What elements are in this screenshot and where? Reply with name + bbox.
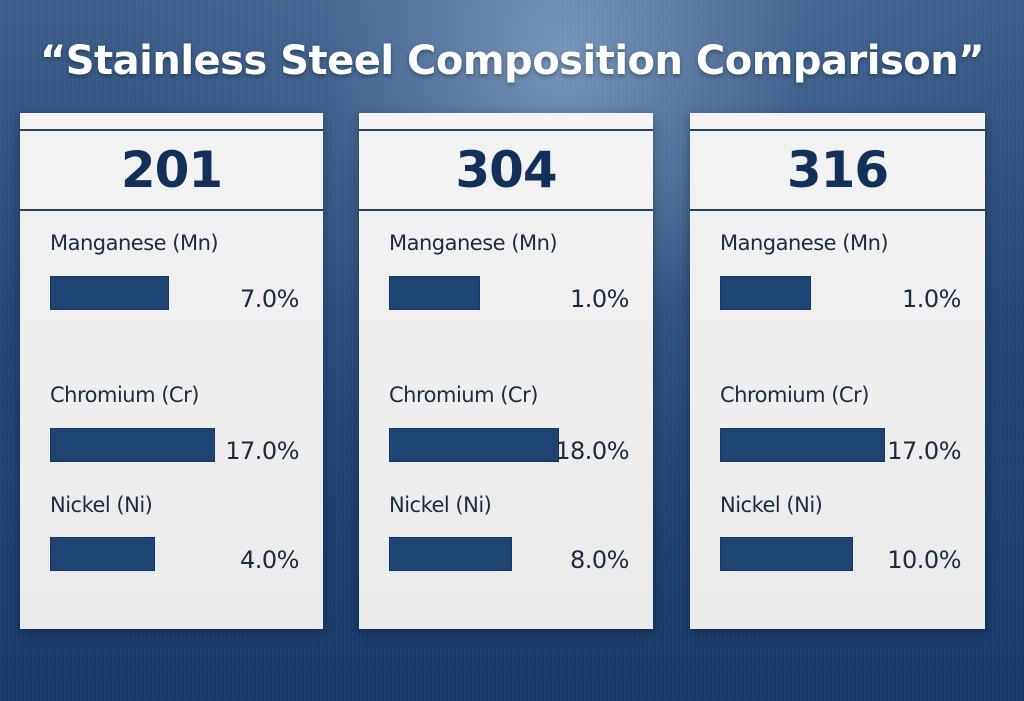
value-label: 1.0%	[570, 285, 629, 313]
element-label: Nickel (Ni)	[50, 493, 153, 517]
grade-header: 304	[359, 129, 653, 211]
element-label: Manganese (Mn)	[389, 231, 558, 255]
element-label: Nickel (Ni)	[720, 493, 823, 517]
grade-label: 304	[455, 141, 557, 199]
value-label: 8.0%	[570, 546, 629, 574]
element-label: Chromium (Cr)	[389, 383, 538, 407]
composition-bar	[720, 276, 811, 310]
element-label: Chromium (Cr)	[50, 383, 199, 407]
value-label: 4.0%	[240, 546, 299, 574]
composition-bar	[389, 276, 480, 310]
grade-label: 316	[786, 141, 889, 199]
composition-bar	[389, 537, 512, 571]
chart-title: “Stainless Steel Composition Comparison”	[39, 38, 985, 84]
grade-label: 201	[120, 141, 223, 199]
value-label: 17.0%	[225, 437, 299, 465]
element-label: Manganese (Mn)	[720, 231, 889, 255]
value-label: 7.0%	[240, 285, 299, 313]
composition-bar	[50, 276, 169, 310]
value-label: 18.0%	[555, 437, 629, 465]
composition-bar	[50, 537, 155, 571]
grade-panel-201: 201 Manganese (Mn) 7.0% Chromium (Cr) 17.0% N…	[20, 113, 323, 629]
element-label: Chromium (Cr)	[720, 383, 869, 407]
grade-header: 201	[20, 129, 323, 211]
value-label: 17.0%	[887, 437, 961, 465]
value-label: 10.0%	[887, 546, 961, 574]
grade-panel-316: 316 Manganese (Mn) 1.0% Chromium (Cr) 17.0% N…	[690, 113, 985, 629]
value-label: 1.0%	[902, 285, 961, 313]
composition-bar	[389, 428, 559, 462]
composition-bar	[720, 537, 853, 571]
element-label: Manganese (Mn)	[50, 231, 219, 255]
composition-bar	[50, 428, 215, 462]
grade-header: 316	[690, 129, 985, 211]
composition-bar	[720, 428, 885, 462]
grade-panel-304: 304 Manganese (Mn) 1.0% Chromium (Cr) 18.0% N…	[359, 113, 653, 629]
element-label: Nickel (Ni)	[389, 493, 492, 517]
